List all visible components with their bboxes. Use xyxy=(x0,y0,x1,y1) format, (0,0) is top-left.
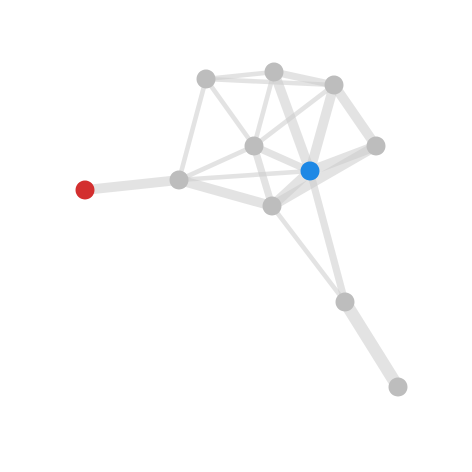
edge-n2-n5 xyxy=(251,71,277,147)
edge-n2-n6 xyxy=(269,70,315,173)
edge-n5-n8 xyxy=(178,143,255,183)
edges-layer xyxy=(84,68,404,391)
node-n1 xyxy=(196,69,216,89)
node-n4 xyxy=(366,136,386,156)
edge-n9-n10 xyxy=(270,204,347,304)
edge-n6-n10 xyxy=(306,170,349,303)
edge-n3-n4 xyxy=(329,82,381,149)
edge-n6-n8 xyxy=(178,168,311,183)
node-n11 xyxy=(388,377,408,397)
node-n9 xyxy=(262,196,282,216)
edge-n8-n9 xyxy=(177,175,274,211)
nodes-layer xyxy=(75,62,408,397)
edge-n3-n5 xyxy=(252,83,336,148)
node-blue-n6 xyxy=(300,161,320,181)
node-n10 xyxy=(335,292,355,312)
edge-n5-n6 xyxy=(252,142,312,175)
node-red-n7 xyxy=(75,180,95,200)
node-n2 xyxy=(264,62,284,82)
edge-n3-n6 xyxy=(305,83,339,173)
node-n8 xyxy=(169,170,189,190)
edge-n1-n5 xyxy=(204,77,256,148)
edge-n1-n8 xyxy=(176,78,209,181)
node-n3 xyxy=(324,75,344,95)
edge-n2-n3 xyxy=(273,68,335,89)
edge-n10-n11 xyxy=(339,298,404,391)
node-n5 xyxy=(244,136,264,156)
edge-n7-n8 xyxy=(84,175,180,195)
